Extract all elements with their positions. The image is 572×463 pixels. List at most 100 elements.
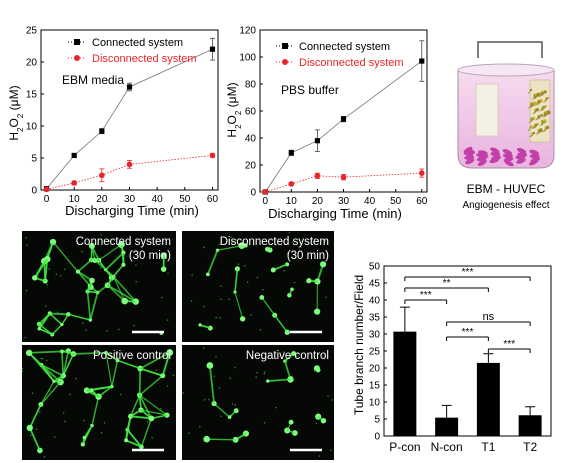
legend-marker-connected: [282, 43, 288, 49]
vessel-segment: [49, 313, 63, 326]
cell-node: [115, 358, 120, 363]
deposit-stem: [527, 126, 532, 132]
speck: [33, 439, 36, 441]
micrograph-image: [182, 345, 334, 460]
cell-node: [198, 323, 202, 327]
speck: [24, 336, 27, 339]
vessel-segment: [113, 276, 137, 303]
legend-marker-connected: [74, 39, 80, 45]
ylabel-part: 2: [16, 113, 25, 118]
cell: [502, 149, 513, 155]
deposit-stem: [530, 118, 534, 123]
deposit-stem: [537, 115, 541, 120]
deposit-stem: [542, 127, 547, 133]
speck: [213, 375, 216, 378]
vessel-segment: [213, 402, 231, 418]
ylabel-part: (μM): [225, 82, 239, 110]
y-tick-label: 5: [374, 415, 380, 426]
speck: [83, 419, 85, 422]
speck: [234, 239, 237, 241]
data-point-disconnected: [126, 161, 133, 168]
deposit-stem: [538, 115, 543, 120]
cell-node: [52, 379, 56, 383]
axis-ticks: 0 10 20 30 40 50 60 0 20 40 60 80 100 120: [239, 26, 427, 208]
vessel-segment: [33, 258, 49, 279]
bar-t1: [476, 362, 500, 436]
speck: [135, 280, 138, 283]
vessel-segment: [140, 418, 153, 448]
speck: [46, 284, 48, 286]
vessel-segment: [40, 381, 61, 405]
micrograph-label: Positive control: [93, 350, 171, 362]
vessel-segment: [86, 291, 92, 321]
beaker-illustration: EBM - HUVEC Angiogenesis effect: [457, 41, 555, 211]
cell-node: [89, 277, 95, 284]
speck: [21, 370, 24, 372]
x-tick-label: 20: [312, 196, 324, 207]
speck: [38, 410, 41, 413]
speck: [199, 425, 201, 428]
deposit-stem: [544, 127, 548, 132]
vessel-network: [190, 231, 328, 335]
speck: [55, 273, 58, 276]
speck: [190, 300, 193, 302]
y-tick-label: 0: [250, 188, 256, 199]
cell-node: [166, 349, 174, 356]
y-tick-label: 10: [369, 398, 381, 409]
vessel-segment: [162, 352, 171, 376]
axis-ticks: 0 5 10 15 20 25 30 35 40 45 50: [369, 262, 387, 443]
y-tick-label: 0: [374, 432, 380, 443]
speck: [41, 357, 44, 360]
speck: [291, 375, 294, 378]
cell-node: [60, 322, 64, 327]
legend-label-connected: Connected system: [299, 41, 390, 53]
speck: [230, 236, 233, 239]
speck: [64, 268, 66, 271]
cell: [502, 153, 513, 158]
illustration-subcaption: Angiogenesis effect: [462, 200, 549, 211]
speck: [243, 264, 246, 267]
vessel-segment: [117, 359, 141, 370]
speck: [45, 359, 48, 362]
speck: [250, 314, 252, 316]
micrograph-panel: Negative control: [182, 345, 334, 460]
data-point-connected: [419, 58, 425, 64]
y-tick-label: 20: [26, 58, 38, 69]
vessel-network: [182, 347, 334, 457]
x-tick-label: 0: [262, 196, 268, 207]
cell: [490, 151, 501, 157]
data-point-disconnected: [418, 170, 425, 176]
speck: [330, 449, 332, 452]
speck: [64, 420, 66, 423]
cell-node: [270, 267, 276, 273]
speck: [315, 422, 318, 424]
vessel-segment: [111, 360, 119, 387]
speck: [229, 377, 232, 380]
speck: [162, 355, 165, 357]
speck: [21, 367, 24, 370]
chart-annotation: EBM media: [62, 73, 124, 87]
vessel-segment: [139, 375, 164, 396]
speck: [48, 268, 51, 271]
deposit-stem: [531, 103, 535, 108]
y-tick-label: 15: [369, 381, 381, 392]
speck: [219, 316, 222, 319]
micrograph-grid: Connected system(30 min)Disconnected sys…: [21, 231, 334, 460]
speck: [146, 421, 149, 423]
cell-layer: [463, 146, 541, 167]
vessel-segment: [61, 351, 65, 376]
cell: [516, 158, 526, 164]
electrode-deposits: [527, 88, 551, 138]
speck: [228, 298, 230, 301]
cell-node: [75, 269, 81, 274]
data-point-disconnected: [314, 173, 321, 179]
deposit-stem: [528, 104, 532, 109]
x-tick-label: 30: [338, 196, 350, 207]
speck: [263, 371, 266, 373]
data-point-connected: [288, 150, 294, 156]
vessel-segment: [107, 284, 126, 302]
micrograph-panel: Connected system (30 min): [22, 231, 176, 342]
speck: [102, 265, 105, 267]
vessel-segment: [91, 385, 112, 391]
y-tick-label: 60: [245, 107, 257, 118]
